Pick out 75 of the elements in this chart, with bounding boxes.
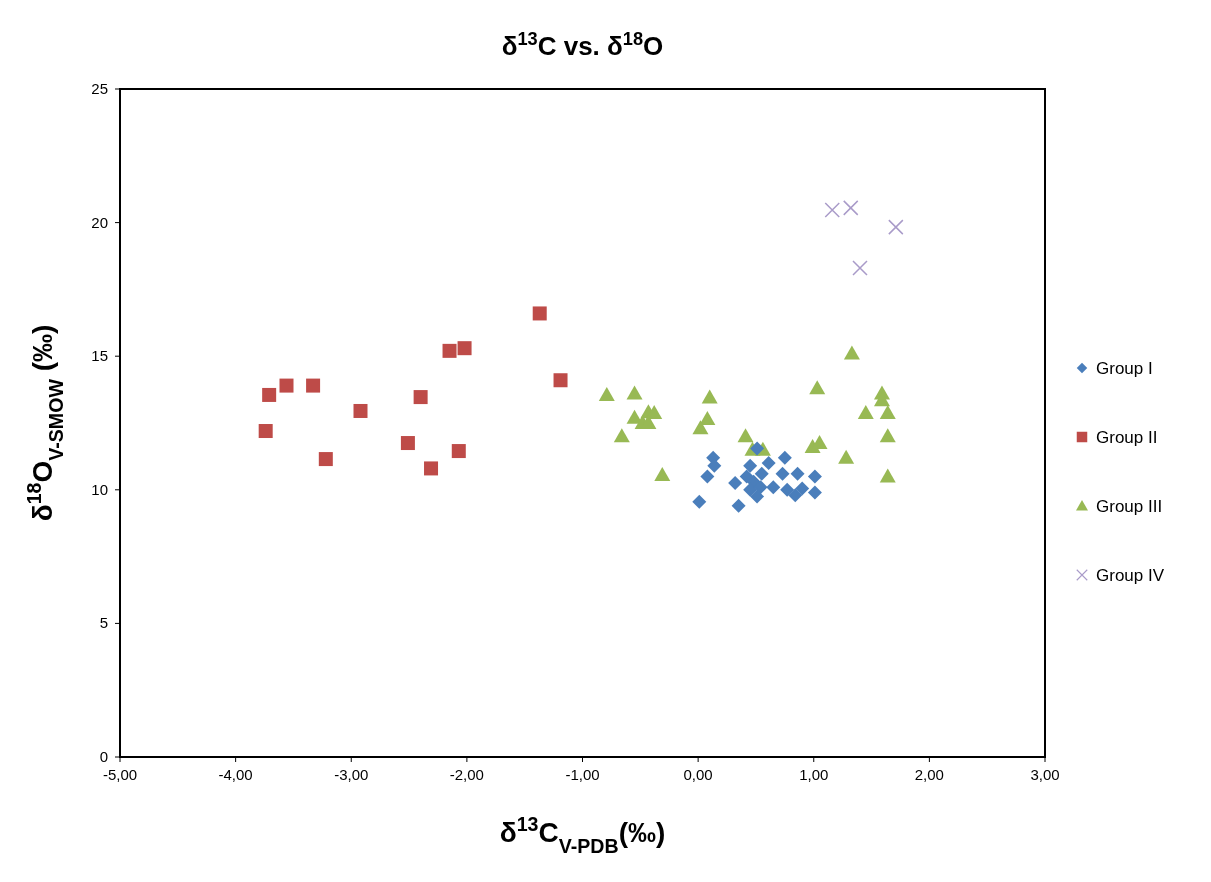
x-tick-label: -4,00 <box>218 766 253 783</box>
point <box>692 420 709 435</box>
point <box>700 469 715 484</box>
legend-label: Group IV <box>1096 566 1165 585</box>
point <box>824 202 840 218</box>
point <box>838 449 855 464</box>
point <box>879 428 896 443</box>
point <box>775 466 790 481</box>
point <box>532 306 547 321</box>
point <box>753 480 768 495</box>
point <box>750 489 765 504</box>
point <box>413 390 428 405</box>
point <box>457 341 472 356</box>
point <box>807 469 822 484</box>
point <box>788 488 803 503</box>
y-tick-label: 10 <box>91 480 108 498</box>
point <box>737 428 754 443</box>
point <box>843 200 859 216</box>
legend-label: Group III <box>1096 497 1163 516</box>
point <box>777 450 792 465</box>
point <box>701 389 718 404</box>
point <box>766 480 781 495</box>
point <box>743 482 758 497</box>
chart-title: δ$^{13}$C vs. δ$^{18}$O <box>501 29 664 61</box>
point <box>626 385 643 400</box>
x-tick-label: -1,00 <box>565 766 600 783</box>
point <box>731 498 746 513</box>
point <box>451 444 466 459</box>
point <box>654 467 671 482</box>
point <box>852 260 868 276</box>
point <box>279 378 294 393</box>
point <box>743 458 758 473</box>
point <box>879 405 896 420</box>
point <box>780 482 795 497</box>
point <box>728 476 743 491</box>
point <box>424 461 439 476</box>
legend-label: Group I <box>1096 359 1153 378</box>
x-tick-label: 3,00 <box>1030 766 1060 783</box>
point <box>843 345 860 360</box>
point <box>400 436 415 451</box>
point <box>790 466 805 481</box>
y-tick-label: 5 <box>99 614 108 632</box>
point <box>262 387 277 402</box>
point <box>613 428 630 443</box>
point <box>353 403 368 418</box>
point <box>306 378 321 393</box>
point <box>318 452 333 467</box>
y-tick-label: 0 <box>99 748 108 765</box>
x-tick-label: 2,00 <box>914 766 944 783</box>
point <box>598 386 615 401</box>
y-tick-label: 15 <box>91 347 108 365</box>
point <box>646 405 663 420</box>
x-tick-label: 1,00 <box>799 766 829 783</box>
x-tick-label: -3,00 <box>334 766 369 783</box>
point <box>761 456 776 471</box>
y-tick-label: 20 <box>91 213 108 231</box>
point <box>553 373 568 388</box>
point <box>442 343 457 358</box>
point <box>754 466 769 481</box>
x-tick-label: 0,00 <box>683 766 713 783</box>
point <box>879 468 896 483</box>
point <box>692 494 707 509</box>
point <box>809 380 826 395</box>
point <box>807 485 822 500</box>
point <box>258 424 273 439</box>
x-tick-label: -2,00 <box>449 766 484 783</box>
point <box>699 410 716 425</box>
point <box>750 441 765 456</box>
x-axis-title: δ$^{13}$C$_{V-PDB}$(‰) <box>499 813 666 857</box>
legend-label: Group II <box>1096 428 1158 447</box>
y-tick-label: 25 <box>91 80 108 97</box>
x-tick-label: -5,00 <box>102 766 138 783</box>
point <box>888 219 904 235</box>
point <box>795 481 810 496</box>
point <box>857 405 874 420</box>
